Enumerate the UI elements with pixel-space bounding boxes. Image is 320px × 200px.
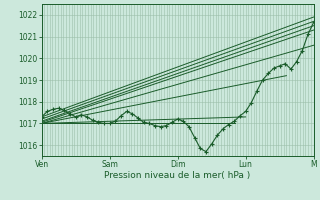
X-axis label: Pression niveau de la mer( hPa ): Pression niveau de la mer( hPa ) — [104, 171, 251, 180]
